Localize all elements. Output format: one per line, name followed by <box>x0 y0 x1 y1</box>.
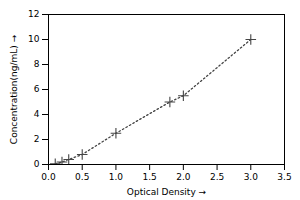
svg-text:6: 6 <box>34 84 40 94</box>
svg-text:0: 0 <box>34 159 40 169</box>
svg-text:1.0: 1.0 <box>109 172 124 182</box>
svg-text:0.0: 0.0 <box>41 172 56 182</box>
svg-text:4: 4 <box>34 109 40 119</box>
svg-text:10: 10 <box>28 34 40 44</box>
svg-text:Optical Density →: Optical Density → <box>127 187 207 197</box>
svg-text:3.5: 3.5 <box>277 172 291 182</box>
svg-text:12: 12 <box>28 9 39 19</box>
svg-text:2.5: 2.5 <box>210 172 224 182</box>
svg-text:0.5: 0.5 <box>75 172 89 182</box>
svg-text:3.0: 3.0 <box>244 172 259 182</box>
svg-text:2: 2 <box>34 134 40 144</box>
svg-text:2.0: 2.0 <box>176 172 191 182</box>
svg-text:1.5: 1.5 <box>142 172 156 182</box>
svg-text:8: 8 <box>34 59 40 69</box>
svg-text:Concentration(ng/mL) →: Concentration(ng/mL) → <box>9 34 19 144</box>
